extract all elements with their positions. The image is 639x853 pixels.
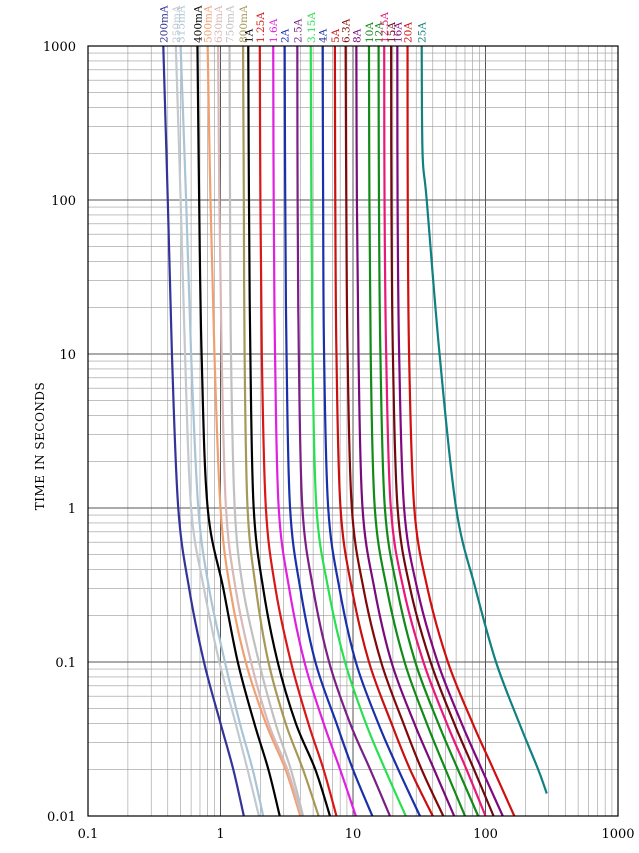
y-tick-labels: 0.01 0.1 1 10 100 1000 [43,40,76,825]
series-label-1.6A: 1.6A [268,18,280,43]
series-label-3.15A: 3.15A [306,12,318,43]
x-tick-label: 10 [345,827,362,842]
y-tick-label: 10 [59,348,76,363]
series-label-1.25A: 1.25A [255,12,267,43]
series-label-500mA: 500mA [203,5,215,43]
series-label-2.5A: 2.5A [292,18,304,43]
series-label-315mA: 315mA [176,5,188,43]
series-label-8A: 8A [351,28,363,43]
series-curve-4A [321,45,421,817]
series-curve-750mA [228,45,305,817]
series-curve-2.5A [296,45,391,817]
series-label-15A: 15A [386,22,398,43]
series-curve-400mA [196,45,281,817]
series-label-12.5A: 12.5A [379,12,391,43]
series-label-12A: 12A [374,22,386,43]
y-tick-label: 0.01 [47,810,76,825]
series-label-400mA: 400mA [192,5,204,43]
series-curve-315mA [179,45,265,817]
series-curve-200mA [162,45,245,817]
series-label-250mA: 250mA [171,5,183,43]
series-label-16A: 16A [392,22,404,43]
series-curve-2A [283,45,374,817]
series-label-2A: 2A [280,28,292,43]
series-curve-3.15A [309,45,407,817]
series-curve-5A [333,45,434,817]
series-label-25A: 25A [417,22,429,43]
x-tick-label: 1 [216,827,224,842]
series-curve-1A [247,45,331,817]
series-curve-1.25A [258,45,338,817]
series-curve-12.5A [383,45,487,817]
plot-frame [87,45,619,817]
y-tick-label: 1 [68,502,76,517]
series-curve-500mA [206,45,302,817]
series-label-630mA: 630mA [213,5,225,43]
series-curve-20A [406,45,516,817]
series-curve-8A [355,45,456,817]
series-curve-10A [367,45,466,817]
series-label-750mA: 750mA [225,5,237,43]
series-curve-800mA [241,45,320,817]
series-label-1A: 1A [243,28,255,43]
series-label-20A: 20A [403,22,415,43]
series-label-5A: 5A [330,28,342,43]
series-curve-630mA [217,45,303,817]
series-curve-15A [390,45,495,817]
series-curves [162,45,548,817]
y-tick-label: 100 [51,194,76,209]
series-curve-250mA [174,45,260,817]
x-tick-labels: 0.1 1 10 100 1000 [78,827,635,842]
series-label-200mA: 200mA [158,5,170,43]
x-tick-label: 0.1 [78,827,99,842]
series-curve-1.6A [272,45,357,817]
series-label-4A: 4A [318,28,330,43]
x-tick-label: 100 [473,827,498,842]
x-tick-label: 1000 [601,827,634,842]
series-label-10A: 10A [364,22,376,43]
series-curve-12A [377,45,480,817]
y-tick-label: 0.1 [55,656,76,671]
y-axis-label: TIME IN SECONDS [33,382,47,511]
series-label-800mA: 800mA [238,5,250,43]
series-label-6.3A: 6.3A [341,18,353,43]
series-curve-6.3A [344,45,445,817]
series-curve-25A [420,45,548,794]
series-curve-16A [396,45,504,817]
y-tick-label: 1000 [43,40,76,55]
